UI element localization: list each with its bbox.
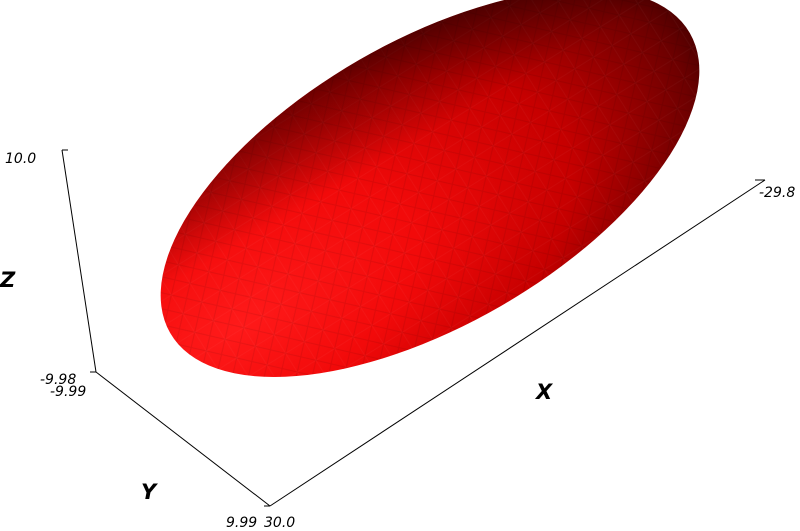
z-axis-line: [61, 149, 97, 373]
axis-lines: [61, 149, 766, 507]
z-tick-min: -9.98: [40, 372, 76, 388]
y-axis-line: [95, 371, 271, 507]
z-tick-max: 10.0: [5, 151, 36, 167]
tick-labels: 10.0 -9.98 -9.99 9.99 30.0 -29.8: [5, 151, 795, 531]
x-tick-min: 30.0: [264, 515, 295, 531]
y-tick-max: 9.99: [226, 515, 257, 531]
x-tick-max: -29.8: [759, 185, 795, 201]
ellipsoid: [100, 0, 761, 400]
x-axis-title: X: [534, 380, 554, 404]
z-axis-title: Z: [0, 268, 16, 292]
ellipsoid-top-shadow: [160, 0, 700, 377]
x-axis-line: [269, 179, 766, 507]
y-tick-min: -9.99: [50, 384, 86, 400]
axis-titles: Z Y X: [0, 268, 554, 504]
y-axis-title: Y: [141, 480, 158, 504]
